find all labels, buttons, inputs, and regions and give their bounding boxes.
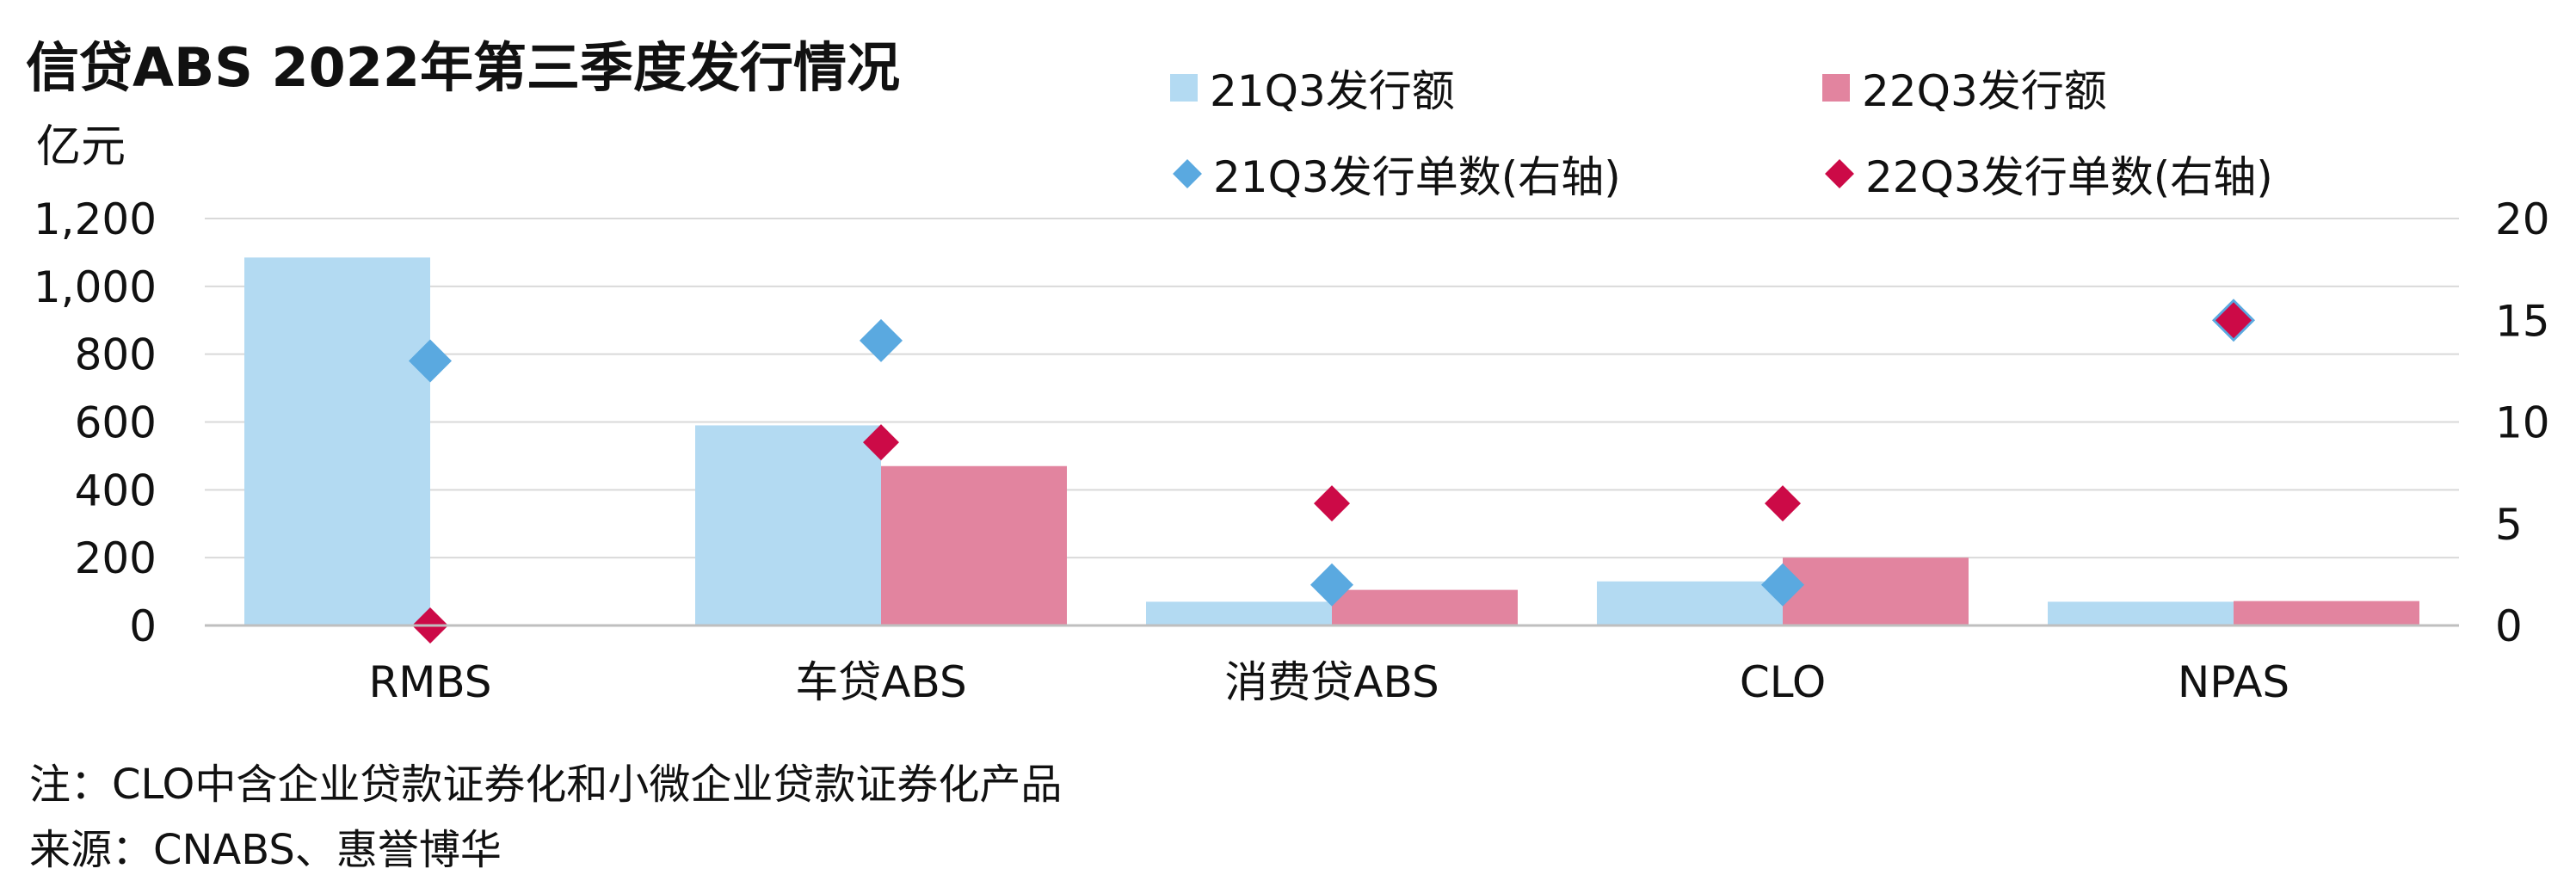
x-tick-label: CLO xyxy=(1740,657,1826,707)
bar-21q3 xyxy=(1597,581,1783,625)
chart-note: 注：CLO中含企业贷款证券化和小微企业贷款证券化产品 xyxy=(29,761,1063,809)
legend-item-22q3-amount: 22Q3发行额 xyxy=(1822,57,2107,119)
bar-22q3 xyxy=(1783,558,1969,625)
y2-tick-label: 5 xyxy=(2495,500,2523,550)
legend-label-22q3-amount: 22Q3发行额 xyxy=(1862,66,2107,116)
chart-source: 来源：CNABS、惠誉博华 xyxy=(29,826,502,874)
marker-22q3 xyxy=(863,424,899,461)
x-tick-label: NPAS xyxy=(2178,657,2289,707)
markers xyxy=(409,299,2255,644)
bar-21q3 xyxy=(244,257,430,625)
bar-22q3 xyxy=(1332,589,1518,625)
legend-label-21q3-amount: 21Q3发行额 xyxy=(1210,66,1455,116)
chart-title: 信贷ABS 2022年第三季度发行情况 xyxy=(26,36,901,99)
marker-21q3 xyxy=(409,339,452,383)
marker-21q3 xyxy=(860,318,903,362)
marker-21q3 xyxy=(1310,563,1353,607)
bars xyxy=(244,257,2419,625)
y-tick-label: 1,000 xyxy=(34,262,157,312)
legend-swatch-21q3-amount xyxy=(1170,74,1198,102)
y2-tick-label: 15 xyxy=(2495,296,2550,346)
bar-22q3 xyxy=(2234,601,2419,625)
legend-item-22q3-count: 22Q3发行单数(右轴) xyxy=(1822,143,2273,205)
bar-22q3 xyxy=(881,465,1067,625)
x-tick-label: RMBS xyxy=(368,657,491,707)
legend-item-21q3-count: 21Q3发行单数(右轴) xyxy=(1170,143,1621,205)
legend-swatch-22q3-amount xyxy=(1822,74,1850,102)
y2-tick-label: 20 xyxy=(2495,194,2550,244)
x-tick-label: 车贷ABS xyxy=(795,657,966,707)
legend-label-22q3-count: 22Q3发行单数(右轴) xyxy=(1865,152,2273,202)
y2-tick-label: 10 xyxy=(2495,398,2550,448)
bar-21q3 xyxy=(1146,601,1332,625)
marker-21q3 xyxy=(1761,563,1804,607)
y-tick-label: 400 xyxy=(75,465,157,515)
bar-21q3 xyxy=(695,425,881,625)
y-axis-unit-label: 亿元 xyxy=(36,121,126,173)
bar-21q3 xyxy=(2048,601,2234,625)
legend-label-21q3-count: 21Q3发行单数(右轴) xyxy=(1213,152,1621,202)
y-tick-label: 800 xyxy=(75,330,157,380)
legend-item-21q3-amount: 21Q3发行额 xyxy=(1170,57,1455,119)
y-tick-label: 1,200 xyxy=(34,194,157,244)
y-tick-label: 200 xyxy=(75,533,157,583)
marker-22q3 xyxy=(1765,485,1801,522)
marker-22q3 xyxy=(2215,302,2252,339)
y-tick-label: 0 xyxy=(129,601,157,651)
y-tick-label: 600 xyxy=(75,398,157,448)
y2-tick-label: 0 xyxy=(2495,601,2523,651)
marker-22q3 xyxy=(1314,485,1350,522)
axes: 0 200 400 600 800 1,000 1,200 0 5 10 15 20 RMBS 车贷ABS… xyxy=(34,194,2550,707)
x-tick-label: 消费贷ABS xyxy=(1224,657,1439,707)
gridlines xyxy=(205,218,2459,559)
